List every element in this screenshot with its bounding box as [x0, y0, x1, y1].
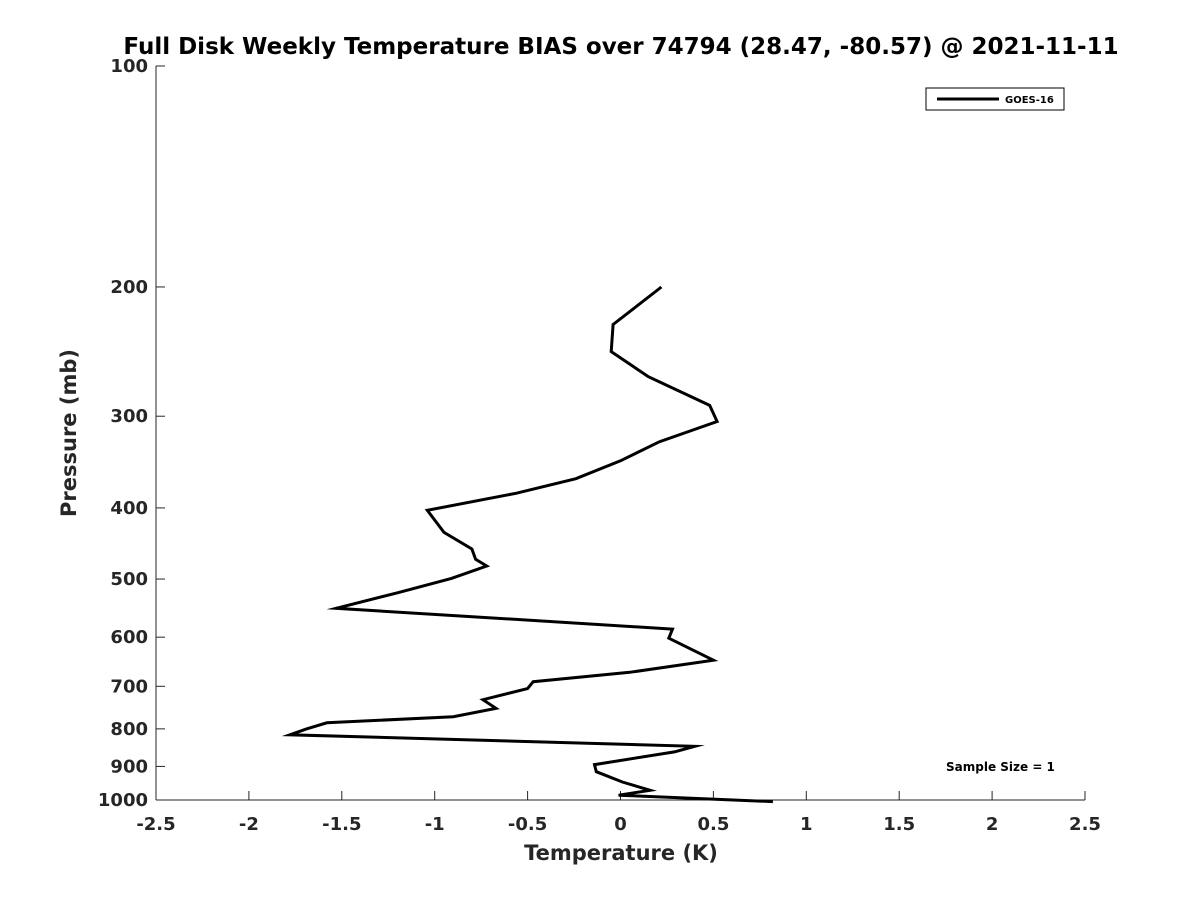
x-tick-label: -1	[425, 814, 445, 835]
y-tick-label: 900	[110, 756, 148, 777]
series-line-goes-16	[281, 285, 773, 804]
legend-entry-goes-16: GOES-16	[1005, 95, 1054, 106]
x-tick-label: 1.5	[883, 814, 915, 835]
y-tick-label: 500	[110, 569, 148, 590]
x-axis-label: Temperature (K)	[524, 841, 718, 865]
legend: GOES-16	[925, 87, 1065, 111]
chart-title: Full Disk Weekly Temperature BIAS over 7…	[123, 34, 1118, 60]
y-tick-label: 300	[110, 406, 148, 427]
x-tick-label: 1	[800, 814, 813, 835]
y-tick-label: 100	[110, 56, 148, 77]
x-tick-label: 0	[614, 814, 627, 835]
y-tick-label: 700	[110, 676, 148, 697]
x-tick-label: 0.5	[697, 814, 729, 835]
sample-size-annotation: Sample Size = 1	[946, 760, 1055, 774]
x-tick-label: -2	[239, 814, 259, 835]
x-tick-label: -2.5	[136, 814, 175, 835]
y-axis-ticks: 100 200 300 400 500 600 700 800 900 1000	[98, 56, 165, 811]
y-axis-label: Pressure (mb)	[57, 349, 81, 517]
x-axis-ticks: -2.5 -2 -1.5 -1 -0.5 0 0.5 1 1.5 2 2.5	[136, 791, 1101, 835]
x-tick-label: 2.5	[1069, 814, 1101, 835]
x-tick-label: -0.5	[508, 814, 547, 835]
x-tick-label: -1.5	[322, 814, 361, 835]
y-tick-label: 1000	[98, 790, 148, 811]
y-tick-label: 800	[110, 719, 148, 740]
series-layer	[281, 285, 773, 804]
x-tick-label: 2	[986, 814, 999, 835]
y-tick-label: 600	[110, 627, 148, 648]
y-tick-label: 400	[110, 498, 148, 519]
y-tick-label: 200	[110, 277, 148, 298]
